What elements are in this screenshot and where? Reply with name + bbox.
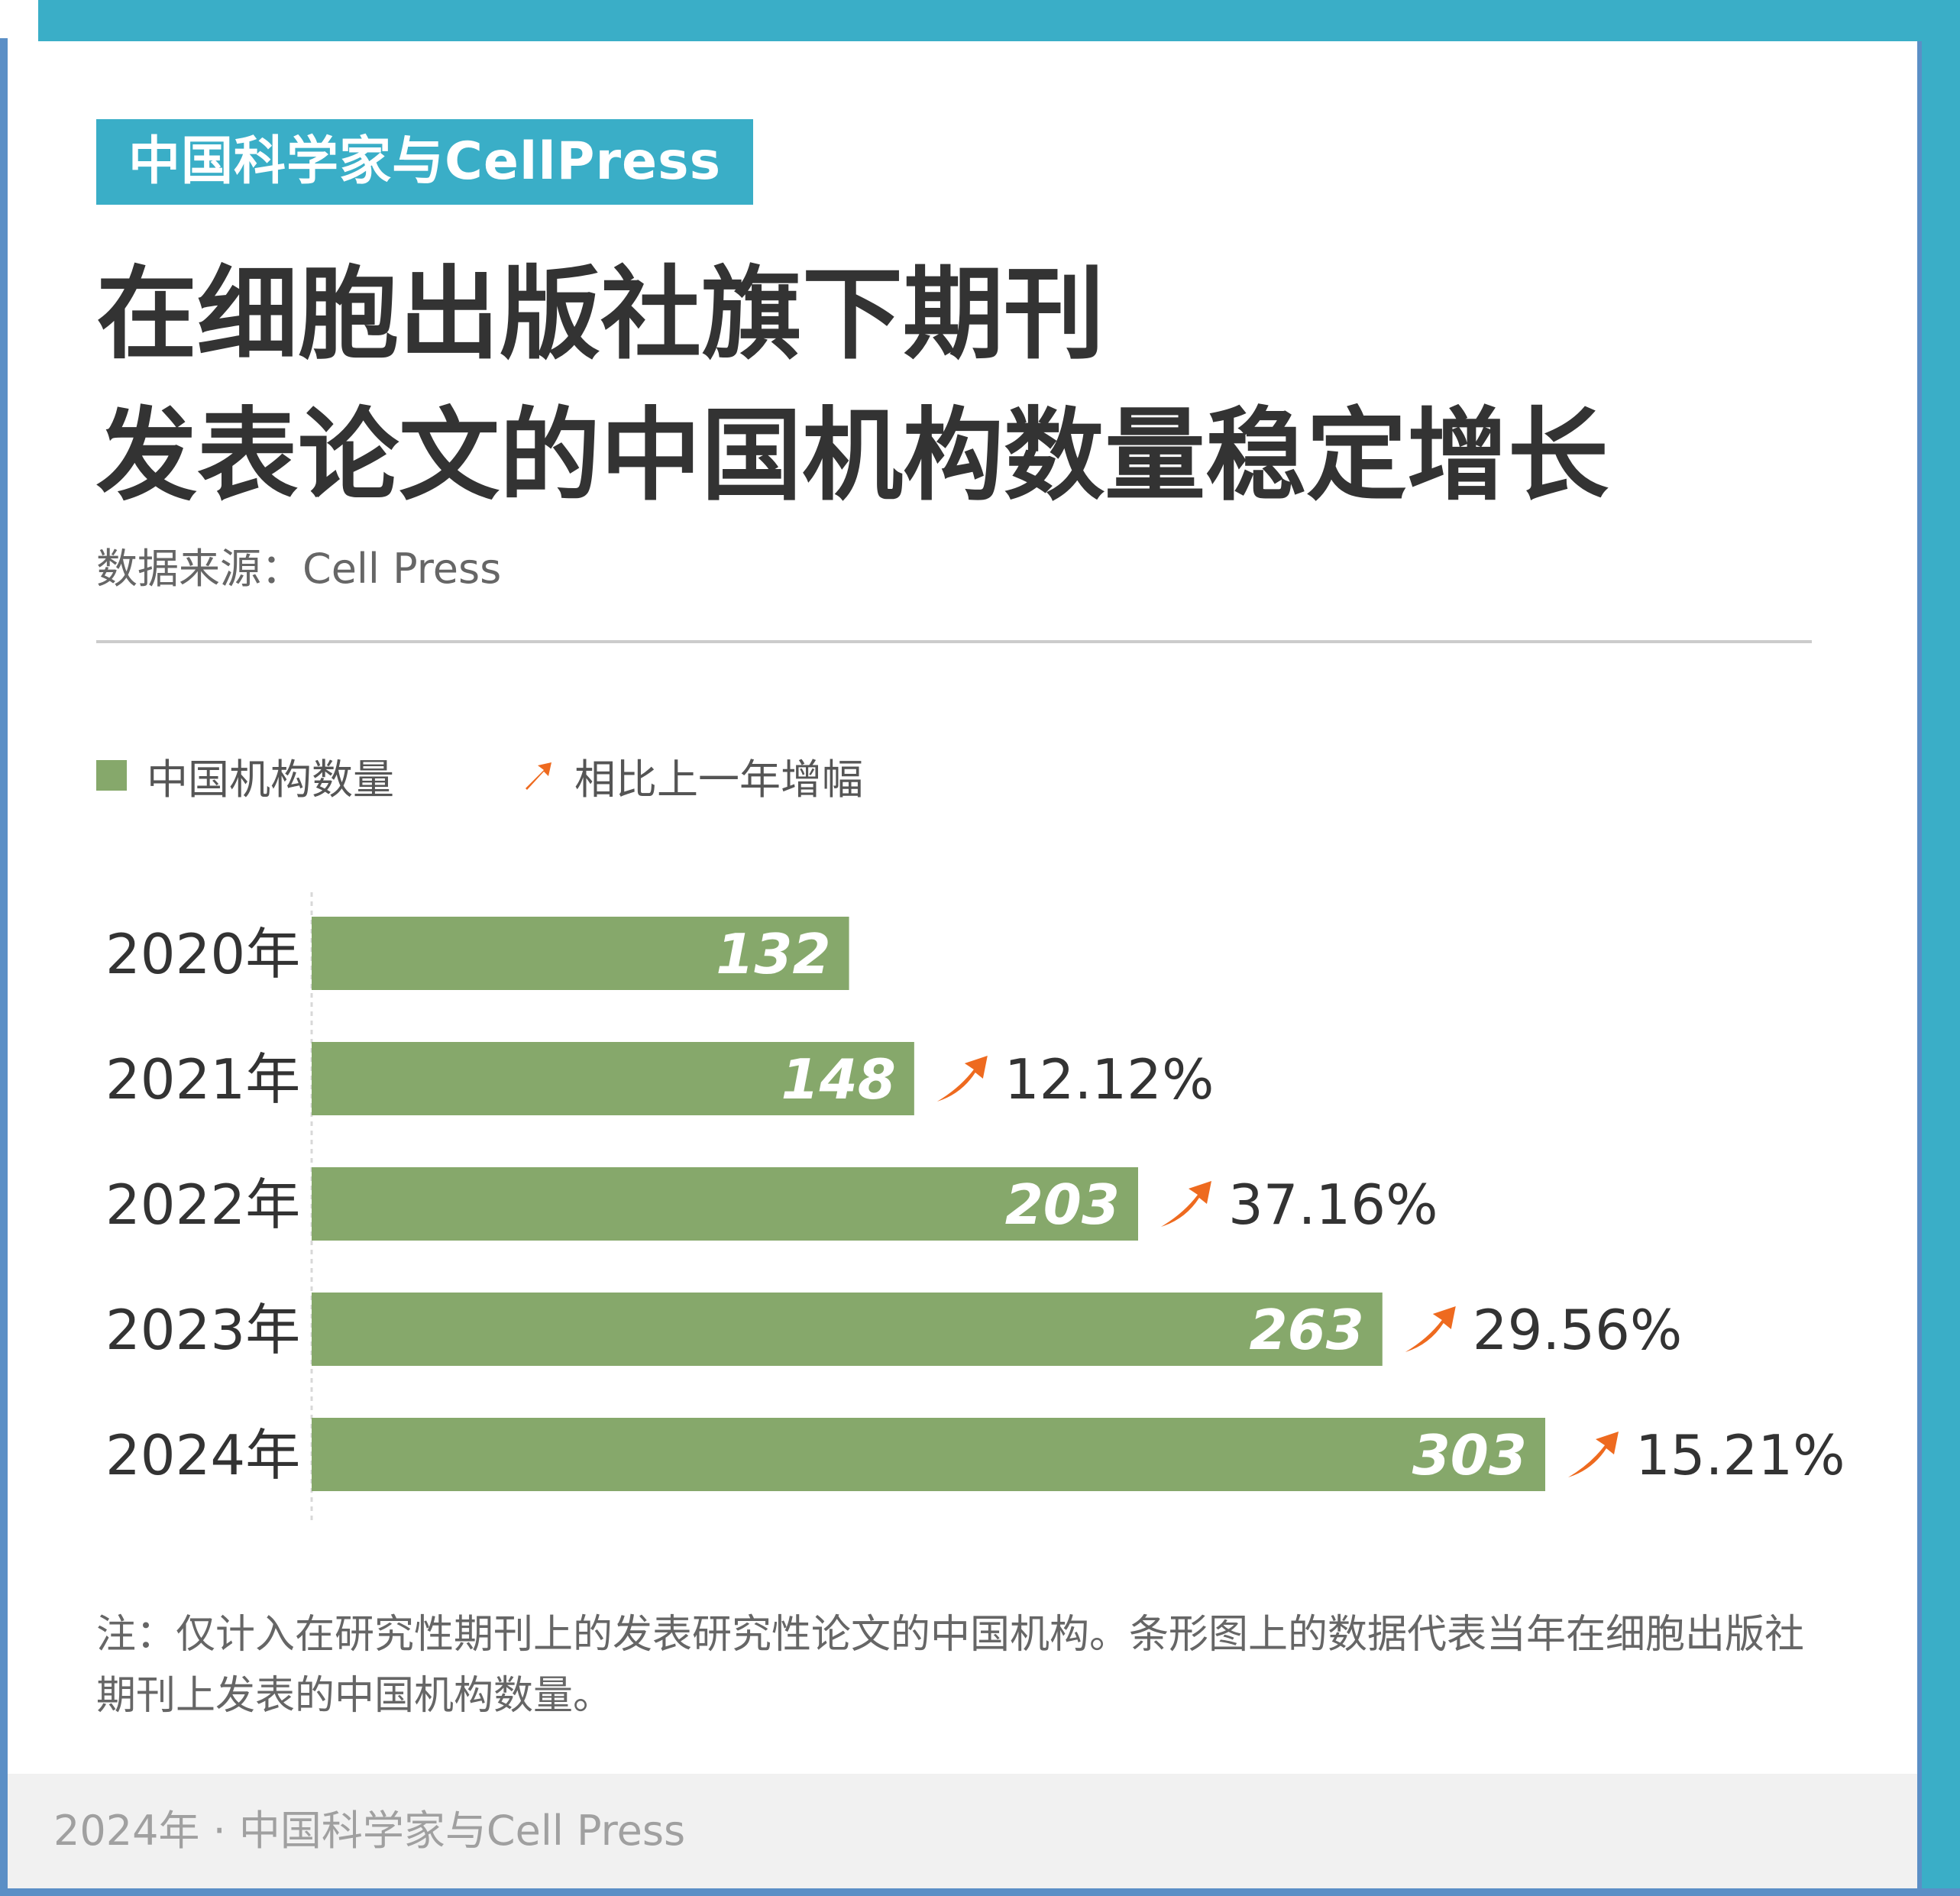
category-label: 2021年 (105, 1047, 300, 1111)
legend-bar-label: 中国机构数量 (147, 755, 394, 804)
brand-badge: 中国科学家与CellPress (96, 119, 754, 205)
category-label: 2022年 (105, 1173, 300, 1237)
growth-label: 37.16% (1228, 1173, 1438, 1237)
bar-value-label: 203 (1005, 1173, 1120, 1237)
frame-right-border (1922, 0, 1960, 1896)
category-label: 2024年 (105, 1423, 300, 1487)
bar (312, 1293, 1383, 1366)
bar-value-label: 132 (716, 922, 830, 986)
trend-arrow-icon (526, 762, 551, 790)
bar-value-label: 303 (1412, 1423, 1527, 1487)
bar (312, 1042, 914, 1115)
growth-label: 12.12% (1004, 1047, 1214, 1111)
bar (312, 917, 849, 990)
growth-arrow-icon (1160, 1181, 1211, 1227)
page-title: 在细胞出版社旗下期刊 发表论文的中国机构数量稳定增长 (96, 244, 1609, 527)
frame-top-border (38, 0, 1960, 41)
legend-arrow-label: 相比上一年增幅 (574, 755, 863, 804)
legend-bar-swatch (96, 760, 127, 791)
chart-legend: 中国机构数量 相比上一年增幅 (96, 749, 863, 804)
growth-arrow-icon (936, 1056, 988, 1102)
bar (312, 1418, 1545, 1491)
category-label: 2020年 (105, 922, 300, 986)
growth-label: 15.21% (1635, 1423, 1845, 1487)
title-line-1: 在细胞出版社旗下期刊 (96, 256, 1105, 374)
bar-value-label: 148 (781, 1047, 896, 1111)
divider (96, 640, 1812, 643)
footnote: 注：仅计入在研究性期刊上的发表研究性论文的中国机构。条形图上的数据代表当年在细胞… (96, 1612, 1805, 1719)
frame-bottom-border (0, 1888, 1960, 1896)
title-line-2: 发表论文的中国机构数量稳定增长 (96, 397, 1609, 515)
bar-value-label: 263 (1250, 1298, 1364, 1362)
category-label: 2023年 (105, 1298, 300, 1362)
growth-arrow-icon (1405, 1306, 1456, 1352)
data-source: 数据来源：Cell Press (96, 545, 502, 593)
footer-text: 2024年 · 中国科学家与Cell Press (53, 1807, 686, 1855)
frame-left-border (0, 38, 8, 1896)
growth-arrow-icon (1568, 1432, 1619, 1477)
bar (312, 1167, 1138, 1241)
footer-bar: 2024年 · 中国科学家与Cell Press (8, 1774, 1917, 1888)
growth-label: 29.56% (1473, 1298, 1683, 1362)
